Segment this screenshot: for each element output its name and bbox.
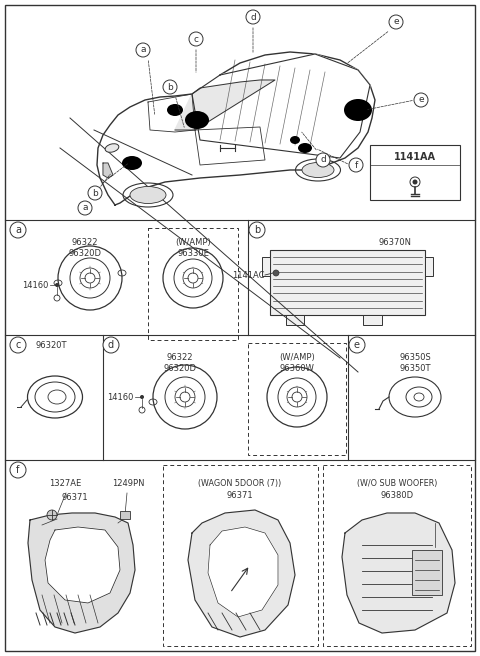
Ellipse shape <box>122 156 142 170</box>
Text: d: d <box>250 12 256 22</box>
Polygon shape <box>28 513 135 633</box>
Text: b: b <box>92 188 98 197</box>
Text: c: c <box>193 35 199 43</box>
Text: d: d <box>320 155 326 165</box>
Circle shape <box>412 180 418 184</box>
Ellipse shape <box>105 144 119 152</box>
Circle shape <box>349 158 363 172</box>
Text: (W/AMP)
96360W: (W/AMP) 96360W <box>279 353 315 373</box>
Text: 96371: 96371 <box>62 493 88 502</box>
Ellipse shape <box>185 111 209 129</box>
Text: 14160: 14160 <box>22 281 48 289</box>
Circle shape <box>316 153 330 167</box>
FancyBboxPatch shape <box>286 315 304 325</box>
Circle shape <box>10 462 26 478</box>
Text: e: e <box>418 96 424 104</box>
Text: b: b <box>167 83 173 91</box>
Circle shape <box>136 43 150 57</box>
Text: a: a <box>15 225 21 235</box>
Circle shape <box>55 283 59 287</box>
Text: e: e <box>393 18 399 26</box>
FancyBboxPatch shape <box>262 256 270 276</box>
Ellipse shape <box>290 136 300 144</box>
Text: c: c <box>15 340 21 350</box>
Circle shape <box>88 186 102 200</box>
Polygon shape <box>208 527 278 617</box>
Circle shape <box>47 510 57 520</box>
Ellipse shape <box>344 99 372 121</box>
Ellipse shape <box>130 186 166 203</box>
Circle shape <box>246 10 260 24</box>
Text: 96320T: 96320T <box>35 340 67 350</box>
Text: (WAGON 5DOOR (7)): (WAGON 5DOOR (7)) <box>198 479 282 488</box>
Text: (W/AMP)
96330E: (W/AMP) 96330E <box>175 238 211 258</box>
Text: 1327AE: 1327AE <box>49 479 81 488</box>
Polygon shape <box>175 80 275 130</box>
Circle shape <box>163 80 177 94</box>
Ellipse shape <box>167 104 183 116</box>
Text: a: a <box>140 45 146 54</box>
Polygon shape <box>103 163 113 178</box>
Text: 1141AA: 1141AA <box>394 152 436 162</box>
Text: 96322
96320D: 96322 96320D <box>69 238 101 258</box>
FancyBboxPatch shape <box>5 5 475 651</box>
Text: 14160: 14160 <box>107 392 133 401</box>
Polygon shape <box>192 54 370 158</box>
Text: 1141AC: 1141AC <box>232 270 265 279</box>
Text: e: e <box>354 340 360 350</box>
Text: b: b <box>254 225 260 235</box>
Circle shape <box>103 337 119 353</box>
FancyBboxPatch shape <box>425 256 433 276</box>
Ellipse shape <box>298 143 312 153</box>
Text: f: f <box>354 161 358 169</box>
Polygon shape <box>188 510 295 637</box>
FancyBboxPatch shape <box>363 315 382 325</box>
Polygon shape <box>342 513 455 633</box>
Text: f: f <box>16 465 20 475</box>
Circle shape <box>389 15 403 29</box>
Text: a: a <box>82 203 88 213</box>
Circle shape <box>140 395 144 399</box>
Circle shape <box>10 337 26 353</box>
Circle shape <box>249 222 265 238</box>
Text: 1249PN: 1249PN <box>112 479 144 488</box>
Circle shape <box>414 93 428 107</box>
Text: 96322
96320D: 96322 96320D <box>164 353 196 373</box>
Text: 96380D: 96380D <box>381 491 414 500</box>
Text: 96370N: 96370N <box>379 238 411 247</box>
Text: d: d <box>108 340 114 350</box>
Text: 96371: 96371 <box>227 491 253 500</box>
Text: (W/O SUB WOOFER): (W/O SUB WOOFER) <box>357 479 437 488</box>
Circle shape <box>189 32 203 46</box>
Ellipse shape <box>302 163 334 178</box>
FancyBboxPatch shape <box>120 511 130 519</box>
Circle shape <box>349 337 365 353</box>
FancyBboxPatch shape <box>370 145 460 200</box>
Text: 96350S
96350T: 96350S 96350T <box>399 353 431 373</box>
Circle shape <box>10 222 26 238</box>
Circle shape <box>78 201 92 215</box>
Polygon shape <box>97 52 375 205</box>
Polygon shape <box>45 527 120 603</box>
FancyBboxPatch shape <box>412 550 442 595</box>
FancyBboxPatch shape <box>270 250 425 315</box>
Circle shape <box>273 270 279 276</box>
